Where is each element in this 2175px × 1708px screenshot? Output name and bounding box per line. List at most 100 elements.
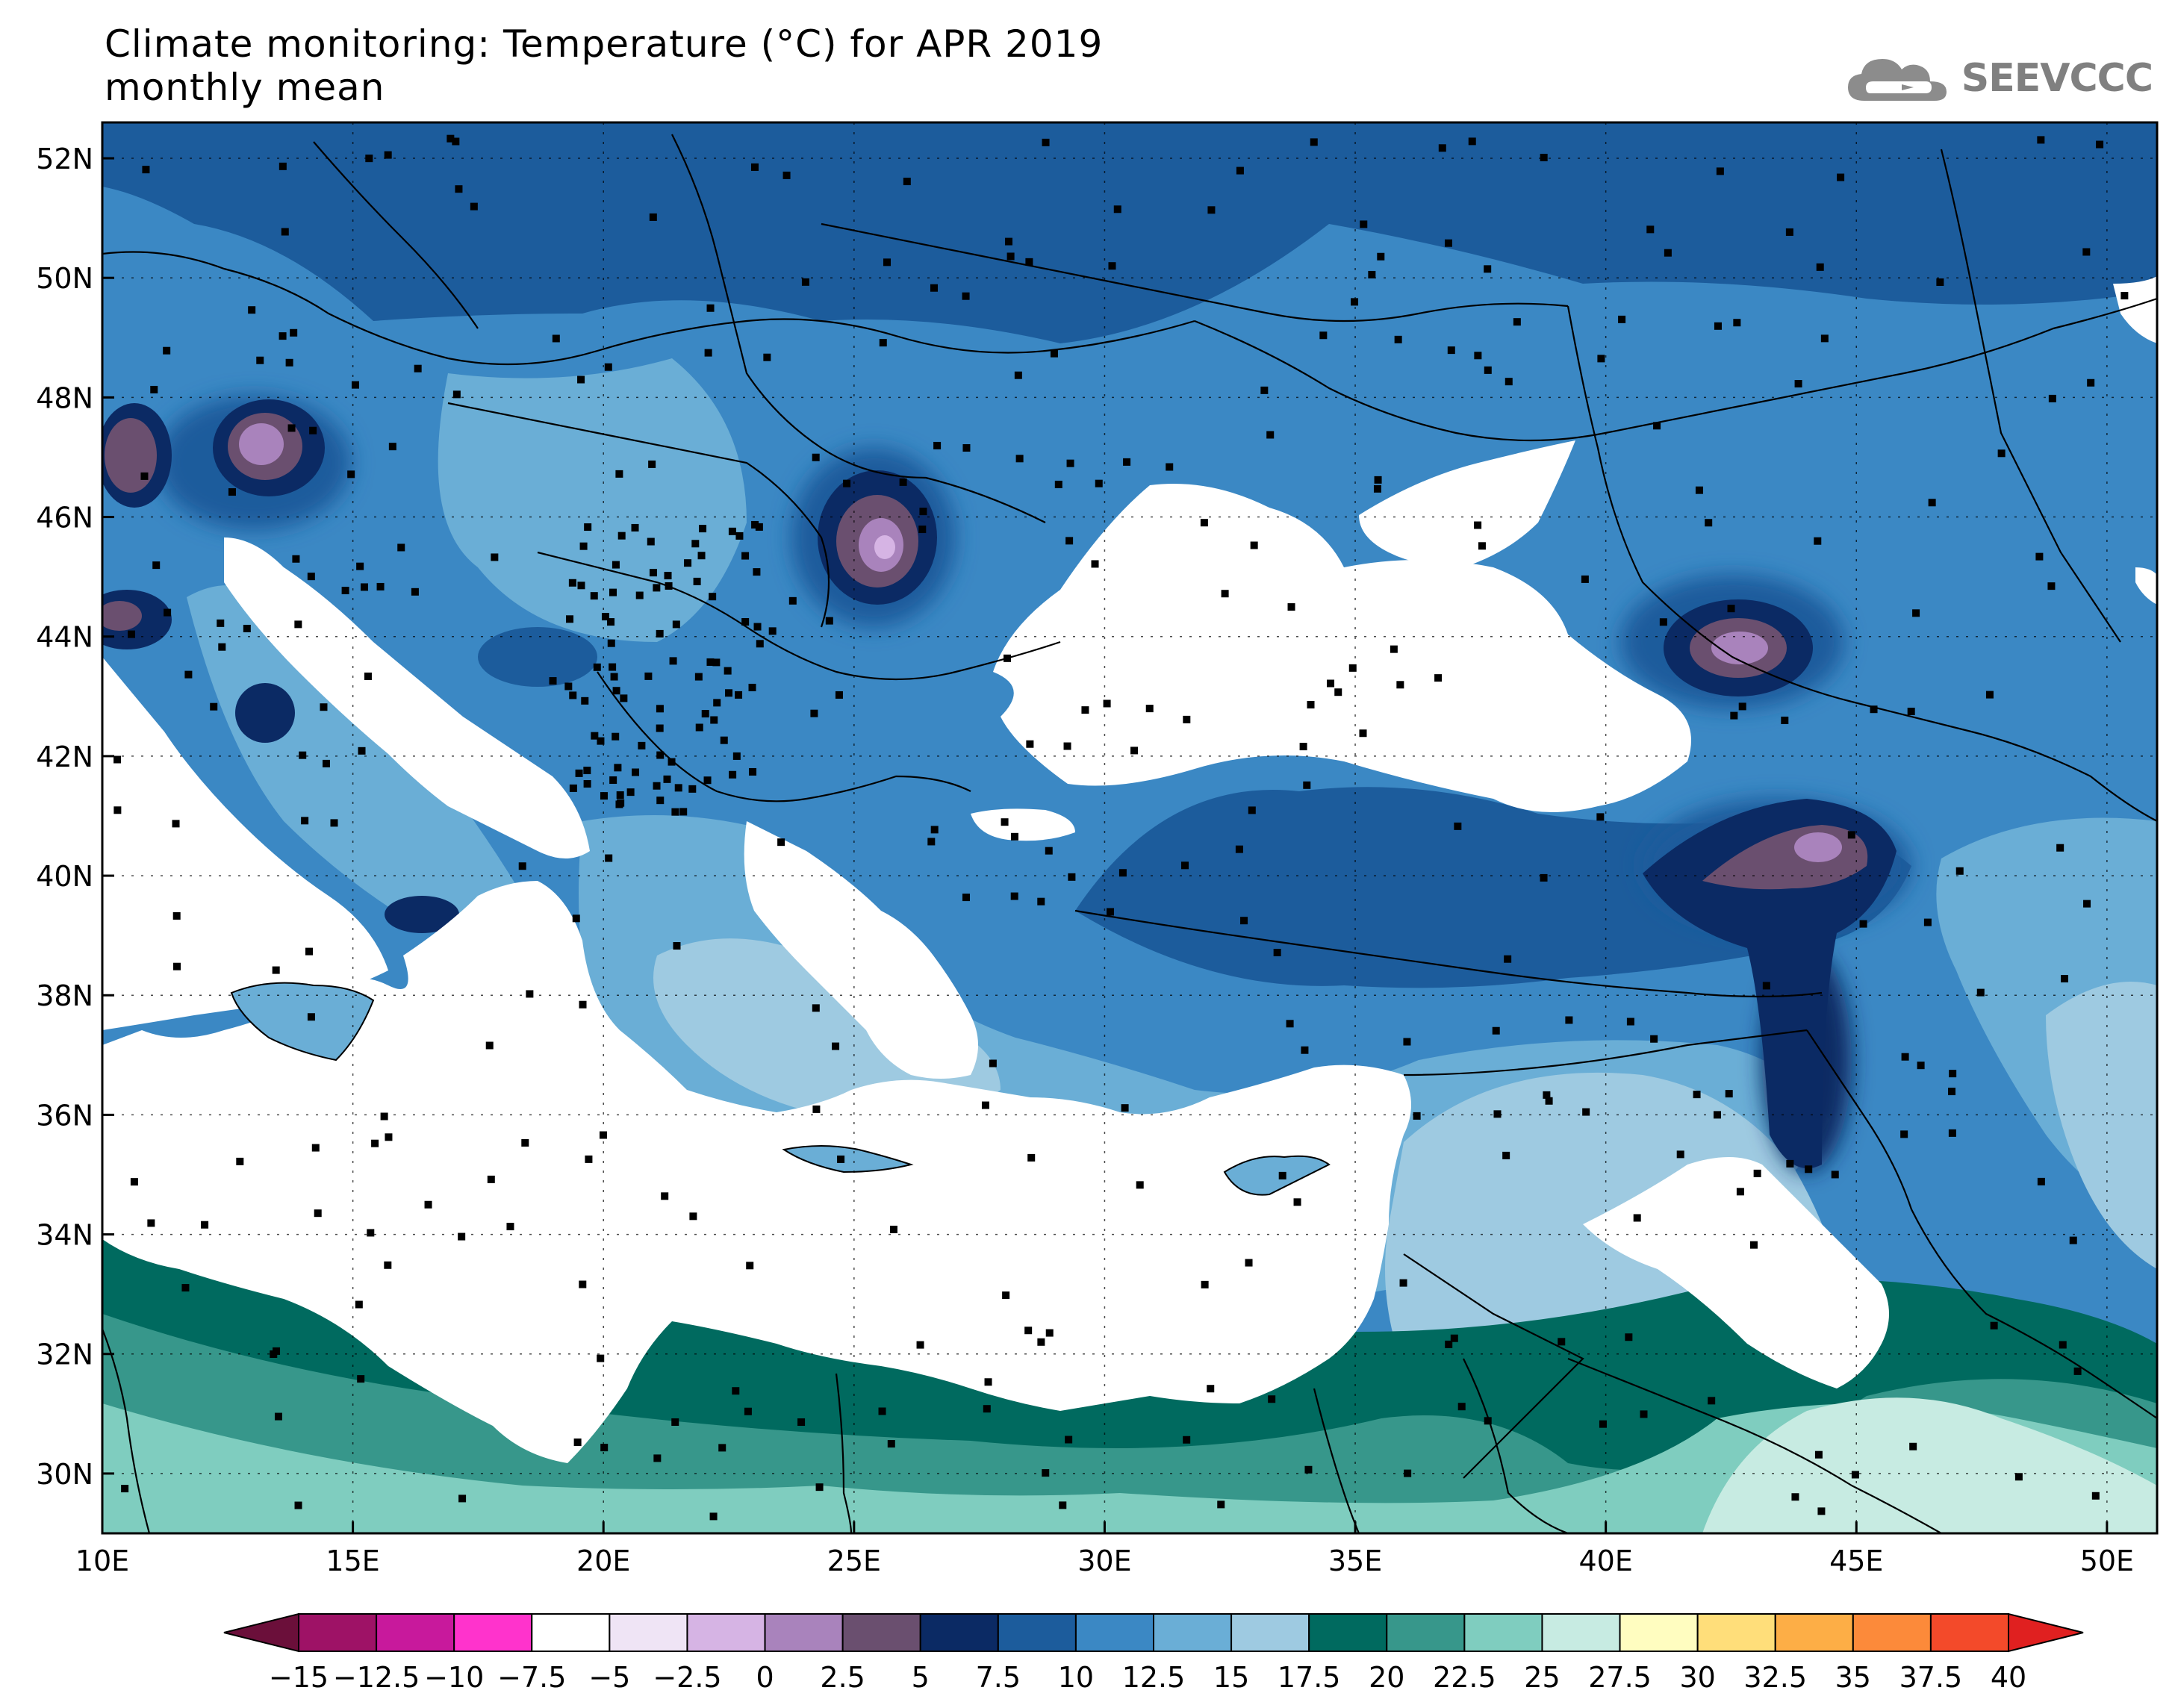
cyprus	[1223, 1155, 1331, 1196]
colorbar-swatch	[919, 1613, 999, 1652]
station-marker	[1245, 1259, 1253, 1267]
station-marker	[152, 561, 161, 570]
station-marker	[294, 1501, 302, 1509]
station-marker	[753, 568, 761, 576]
station-marker	[1360, 220, 1368, 228]
station-marker	[1015, 455, 1024, 463]
title-line-1: Climate monitoring: Temperature (°C) for…	[105, 22, 1104, 66]
station-marker	[184, 670, 193, 679]
station-marker	[572, 914, 580, 923]
station-marker	[1659, 618, 1667, 626]
station-marker	[1513, 318, 1521, 326]
station-marker	[879, 339, 887, 347]
colorbar-swatch	[1463, 1613, 1543, 1652]
station-marker	[397, 543, 405, 552]
station-marker	[1348, 664, 1357, 672]
station-marker	[1640, 1410, 1648, 1418]
station-marker	[305, 947, 313, 956]
lat-tick-label: 32N	[36, 1338, 93, 1371]
station-marker	[1037, 1338, 1045, 1346]
station-marker	[638, 741, 646, 749]
core-armenia-2	[1794, 832, 1842, 862]
station-marker	[984, 1378, 992, 1386]
station-marker	[1183, 1436, 1191, 1444]
station-marker	[832, 1042, 840, 1050]
station-marker	[703, 776, 712, 785]
station-marker	[1059, 1501, 1067, 1509]
station-marker	[1445, 1340, 1453, 1348]
station-marker	[691, 540, 700, 548]
station-marker	[127, 630, 135, 638]
sicily	[230, 982, 375, 1062]
station-marker	[360, 583, 368, 591]
station-marker	[610, 673, 618, 681]
station-marker	[341, 587, 349, 595]
station-marker	[491, 553, 499, 561]
station-marker	[1200, 519, 1208, 527]
station-marker	[919, 508, 927, 516]
station-marker	[1396, 681, 1404, 689]
station-marker	[1351, 298, 1359, 306]
station-marker	[899, 478, 907, 486]
colorbar-label: −2.5	[653, 1661, 721, 1694]
station-marker	[1145, 705, 1154, 713]
station-marker	[1749, 1241, 1758, 1249]
station-marker	[1304, 1465, 1313, 1474]
station-marker	[458, 1232, 466, 1241]
station-marker	[983, 1405, 991, 1413]
station-marker	[1310, 138, 1318, 146]
station-marker	[218, 643, 226, 651]
station-marker	[458, 1494, 467, 1503]
station-marker	[1221, 590, 1229, 598]
caspian-sea	[2113, 276, 2157, 605]
colorbar-swatch	[298, 1613, 378, 1652]
station-marker	[411, 587, 419, 596]
station-marker	[665, 582, 673, 590]
station-marker	[729, 770, 737, 779]
station-marker	[2061, 975, 2069, 983]
station-marker	[1716, 167, 1724, 175]
station-marker	[1870, 705, 1878, 714]
station-marker	[506, 1223, 514, 1231]
station-marker	[1273, 949, 1281, 957]
station-marker	[812, 1004, 820, 1012]
station-marker	[712, 658, 721, 667]
station-marker	[173, 962, 181, 970]
station-marker	[962, 444, 971, 452]
station-marker	[918, 526, 927, 534]
station-marker	[1266, 431, 1275, 439]
station-marker	[1646, 225, 1655, 234]
station-marker	[615, 470, 623, 478]
station-marker	[358, 747, 366, 755]
field-north-cold	[102, 122, 2157, 343]
station-marker	[568, 579, 576, 587]
station-marker	[1545, 1097, 1553, 1105]
station-marker	[2048, 394, 2056, 402]
station-marker	[1936, 278, 1944, 286]
station-marker	[581, 696, 589, 705]
station-marker	[583, 767, 591, 775]
lat-tick-label: 44N	[36, 621, 93, 654]
station-marker	[1394, 335, 1402, 343]
station-marker	[367, 1229, 375, 1237]
station-marker	[2091, 1492, 2100, 1500]
station-marker	[835, 691, 843, 699]
station-marker	[452, 390, 461, 399]
station-marker	[1327, 679, 1335, 688]
core-apennine-7	[235, 683, 295, 743]
station-marker	[825, 617, 833, 625]
station-marker	[1540, 873, 1548, 882]
core-alps-2	[239, 423, 284, 465]
station-marker	[1065, 537, 1074, 545]
colorbar-low-arrow	[223, 1612, 299, 1653]
station-marker	[270, 1350, 278, 1358]
station-marker	[347, 470, 355, 479]
station-marker	[1805, 1165, 1813, 1174]
station-marker	[644, 672, 653, 680]
station-marker	[1268, 1395, 1276, 1403]
station-marker	[1024, 1327, 1033, 1335]
station-marker	[1618, 315, 1626, 323]
station-marker	[521, 1138, 529, 1147]
station-marker	[753, 623, 762, 631]
